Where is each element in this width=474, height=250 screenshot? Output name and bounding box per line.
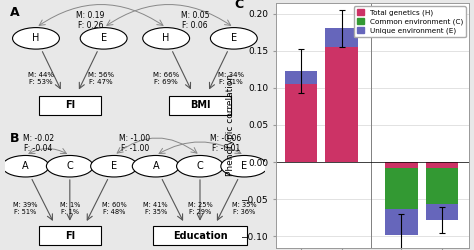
FancyBboxPatch shape — [153, 226, 247, 245]
Text: M: 0.19
F: 0.26: M: 0.19 F: 0.26 — [76, 11, 105, 30]
Text: FI: FI — [65, 100, 75, 110]
Circle shape — [143, 28, 190, 49]
Circle shape — [80, 28, 127, 49]
Text: BMI: BMI — [190, 100, 210, 110]
Text: H: H — [163, 33, 170, 43]
Bar — [284, 71, 317, 84]
Text: M: -0.06
F: -0.01: M: -0.06 F: -0.01 — [210, 134, 242, 153]
Bar — [325, 47, 358, 162]
Text: M: -0.02
F: -0.04: M: -0.02 F: -0.04 — [23, 134, 54, 153]
Bar — [385, 162, 418, 168]
Text: M: 34%
F: 31%: M: 34% F: 31% — [218, 72, 244, 85]
FancyBboxPatch shape — [169, 96, 231, 115]
Text: M: 39%
F: 51%: M: 39% F: 51% — [13, 202, 38, 215]
Bar — [426, 162, 458, 168]
Bar — [426, 204, 458, 220]
Text: H: H — [32, 33, 40, 43]
Text: M: 41%
F: 35%: M: 41% F: 35% — [144, 202, 168, 215]
Text: C: C — [197, 161, 203, 171]
Text: M: 66%
F: 69%: M: 66% F: 69% — [153, 72, 179, 85]
FancyBboxPatch shape — [38, 96, 101, 115]
Circle shape — [210, 28, 257, 49]
Text: E: E — [100, 33, 107, 43]
Text: E: E — [241, 161, 247, 171]
Text: E: E — [111, 161, 117, 171]
Text: Education: Education — [173, 230, 228, 240]
Text: A: A — [22, 161, 29, 171]
Text: A: A — [153, 161, 159, 171]
Circle shape — [2, 156, 49, 177]
Text: B: B — [10, 132, 19, 144]
Bar — [284, 84, 317, 162]
Y-axis label: Phenotypic correlation: Phenotypic correlation — [226, 74, 235, 176]
Text: FI: FI — [65, 230, 75, 240]
Bar — [385, 209, 418, 235]
Circle shape — [46, 156, 93, 177]
Text: C: C — [66, 161, 73, 171]
Text: M: 1%
F: 1%: M: 1% F: 1% — [60, 202, 80, 215]
Bar — [385, 168, 418, 209]
Text: M: 60%
F: 48%: M: 60% F: 48% — [102, 202, 127, 215]
Text: M: 35%
F: 36%: M: 35% F: 36% — [232, 202, 256, 215]
Text: M: 56%
F: 47%: M: 56% F: 47% — [88, 72, 114, 85]
Circle shape — [132, 156, 179, 177]
FancyBboxPatch shape — [38, 226, 101, 245]
Text: M: 0.05
F: 0.06: M: 0.05 F: 0.06 — [181, 11, 209, 30]
Text: C: C — [234, 0, 243, 10]
Text: E: E — [231, 33, 237, 43]
Circle shape — [91, 156, 137, 177]
Bar — [325, 28, 358, 47]
Text: M: 44%
F: 53%: M: 44% F: 53% — [28, 72, 54, 85]
Bar — [426, 168, 458, 204]
Text: M: -1.00
F: -1.00: M: -1.00 F: -1.00 — [119, 134, 150, 153]
Circle shape — [177, 156, 223, 177]
Text: A: A — [10, 6, 19, 19]
Text: M: 25%
F: 29%: M: 25% F: 29% — [188, 202, 212, 215]
Circle shape — [12, 28, 59, 49]
Legend: Total genetics (H), Common environment (C), Unique environment (E): Total genetics (H), Common environment (… — [354, 6, 465, 37]
Circle shape — [221, 156, 268, 177]
